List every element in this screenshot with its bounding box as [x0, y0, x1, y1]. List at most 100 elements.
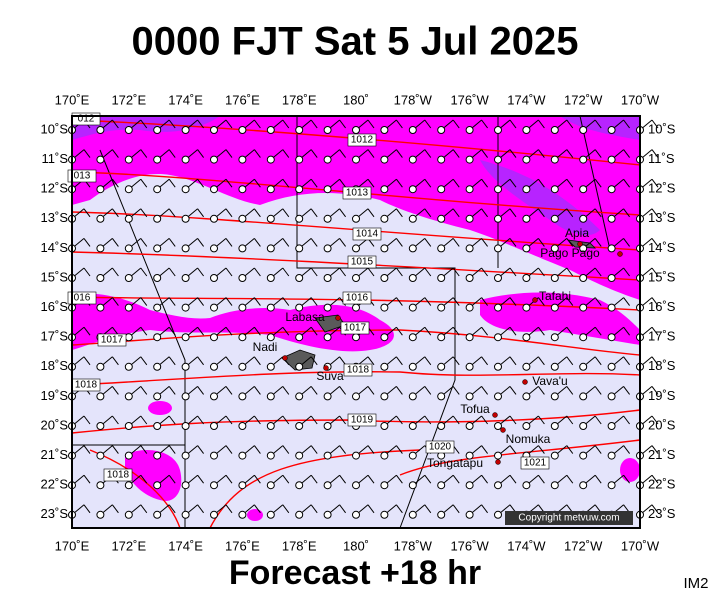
barb-feather: [112, 267, 119, 277]
lat-label-left: 16˚S: [41, 299, 69, 314]
barb-feather: [538, 386, 545, 395]
station-circle: [124, 126, 133, 134]
barb-feather: [594, 474, 602, 484]
station-circle: [295, 126, 304, 134]
station-circle: [323, 214, 332, 223]
barb-feather: [140, 474, 148, 484]
place-dot: [323, 365, 329, 371]
barb-feather: [395, 504, 403, 514]
barb-feather: [481, 474, 489, 484]
barb-feather: [112, 415, 119, 425]
barb-feather: [395, 267, 403, 277]
station-circle: [380, 481, 389, 490]
barb-feather: [566, 238, 574, 247]
station-circle: [408, 155, 417, 164]
station-circle: [522, 126, 531, 134]
barb-feather: [651, 445, 659, 454]
barb-feather: [253, 267, 261, 277]
station-circle: [380, 362, 389, 371]
barb-feather: [112, 178, 119, 188]
barb-feather: [509, 119, 517, 129]
station-circle: [295, 451, 304, 460]
barb-feather: [197, 474, 205, 484]
station-circle: [266, 333, 275, 342]
barb-feather: [509, 149, 517, 158]
station-circle: [408, 481, 417, 490]
barb-feather: [424, 149, 432, 158]
station-circle: [380, 274, 389, 282]
station-circle: [494, 333, 502, 342]
station-circle: [124, 155, 133, 164]
station-circle: [323, 510, 332, 519]
barb-feather: [538, 149, 545, 158]
barb-feather: [651, 386, 659, 395]
barb-feather: [623, 415, 630, 425]
station-circle: [408, 333, 417, 342]
barb-feather: [481, 504, 489, 514]
station-circle: [579, 333, 588, 342]
barb-feather: [566, 474, 574, 484]
barb-feather: [112, 504, 119, 514]
station-circle: [380, 303, 389, 312]
station-circle: [522, 155, 531, 164]
barb-feather: [566, 356, 574, 366]
barb-feather: [140, 356, 148, 366]
barb-feather: [566, 119, 574, 129]
station-circle: [96, 244, 105, 253]
barb-feather: [395, 208, 403, 218]
barb-feather: [424, 178, 432, 188]
barb-feather: [168, 474, 176, 484]
station-circle: [380, 126, 389, 134]
station-circle: [266, 362, 275, 371]
station-circle: [323, 274, 332, 282]
barb-feather: [112, 356, 119, 366]
lon-label-top: 178˚E: [282, 92, 317, 107]
barb-feather: [168, 445, 176, 454]
barb-feather: [339, 178, 347, 188]
station-circle: [437, 362, 446, 371]
barb-feather: [282, 445, 290, 454]
station-circle: [181, 214, 190, 223]
isobar: [71, 171, 641, 216]
barb-feather: [253, 178, 261, 188]
station-circle: [437, 392, 446, 401]
isobar-label-box: [342, 291, 372, 305]
barb-feather: [566, 178, 574, 188]
lon-label-bottom: 172˚W: [564, 538, 603, 553]
barb-feather: [566, 386, 574, 395]
station-circle: [607, 362, 616, 371]
station-circle: [465, 155, 474, 164]
boundary-line: [579, 115, 611, 251]
station-circle: [96, 155, 105, 164]
station-circle: [550, 126, 559, 134]
station-circle: [579, 126, 588, 134]
isobar-label: 1017: [101, 335, 124, 346]
station-circle: [210, 274, 218, 282]
barb-feather: [140, 267, 148, 277]
station-circle: [153, 362, 162, 371]
station-circle: [266, 422, 275, 430]
station-circle: [153, 244, 162, 253]
station-circle: [607, 126, 616, 134]
station-circle: [494, 392, 502, 401]
place-dot: [495, 459, 501, 465]
lat-label-right: 18˚S: [648, 358, 676, 373]
station-circle: [124, 362, 133, 371]
barb-feather: [481, 326, 489, 336]
barb-feather: [339, 445, 347, 454]
lon-label-top: 170˚W: [621, 92, 660, 107]
barb-feather: [83, 238, 91, 247]
station-circle: [494, 362, 502, 371]
station-circle: [380, 155, 389, 164]
place-dot: [522, 379, 528, 385]
station-circle: [238, 392, 247, 401]
station-circle: [522, 303, 531, 312]
station-circle: [607, 244, 616, 253]
barb-feather: [452, 267, 460, 277]
lat-label-left: 22˚S: [41, 477, 69, 492]
barb-feather: [395, 178, 403, 188]
station-circle: [437, 303, 446, 312]
station-circle: [323, 303, 332, 312]
station-circle: [153, 155, 162, 164]
barb-feather: [310, 474, 318, 484]
